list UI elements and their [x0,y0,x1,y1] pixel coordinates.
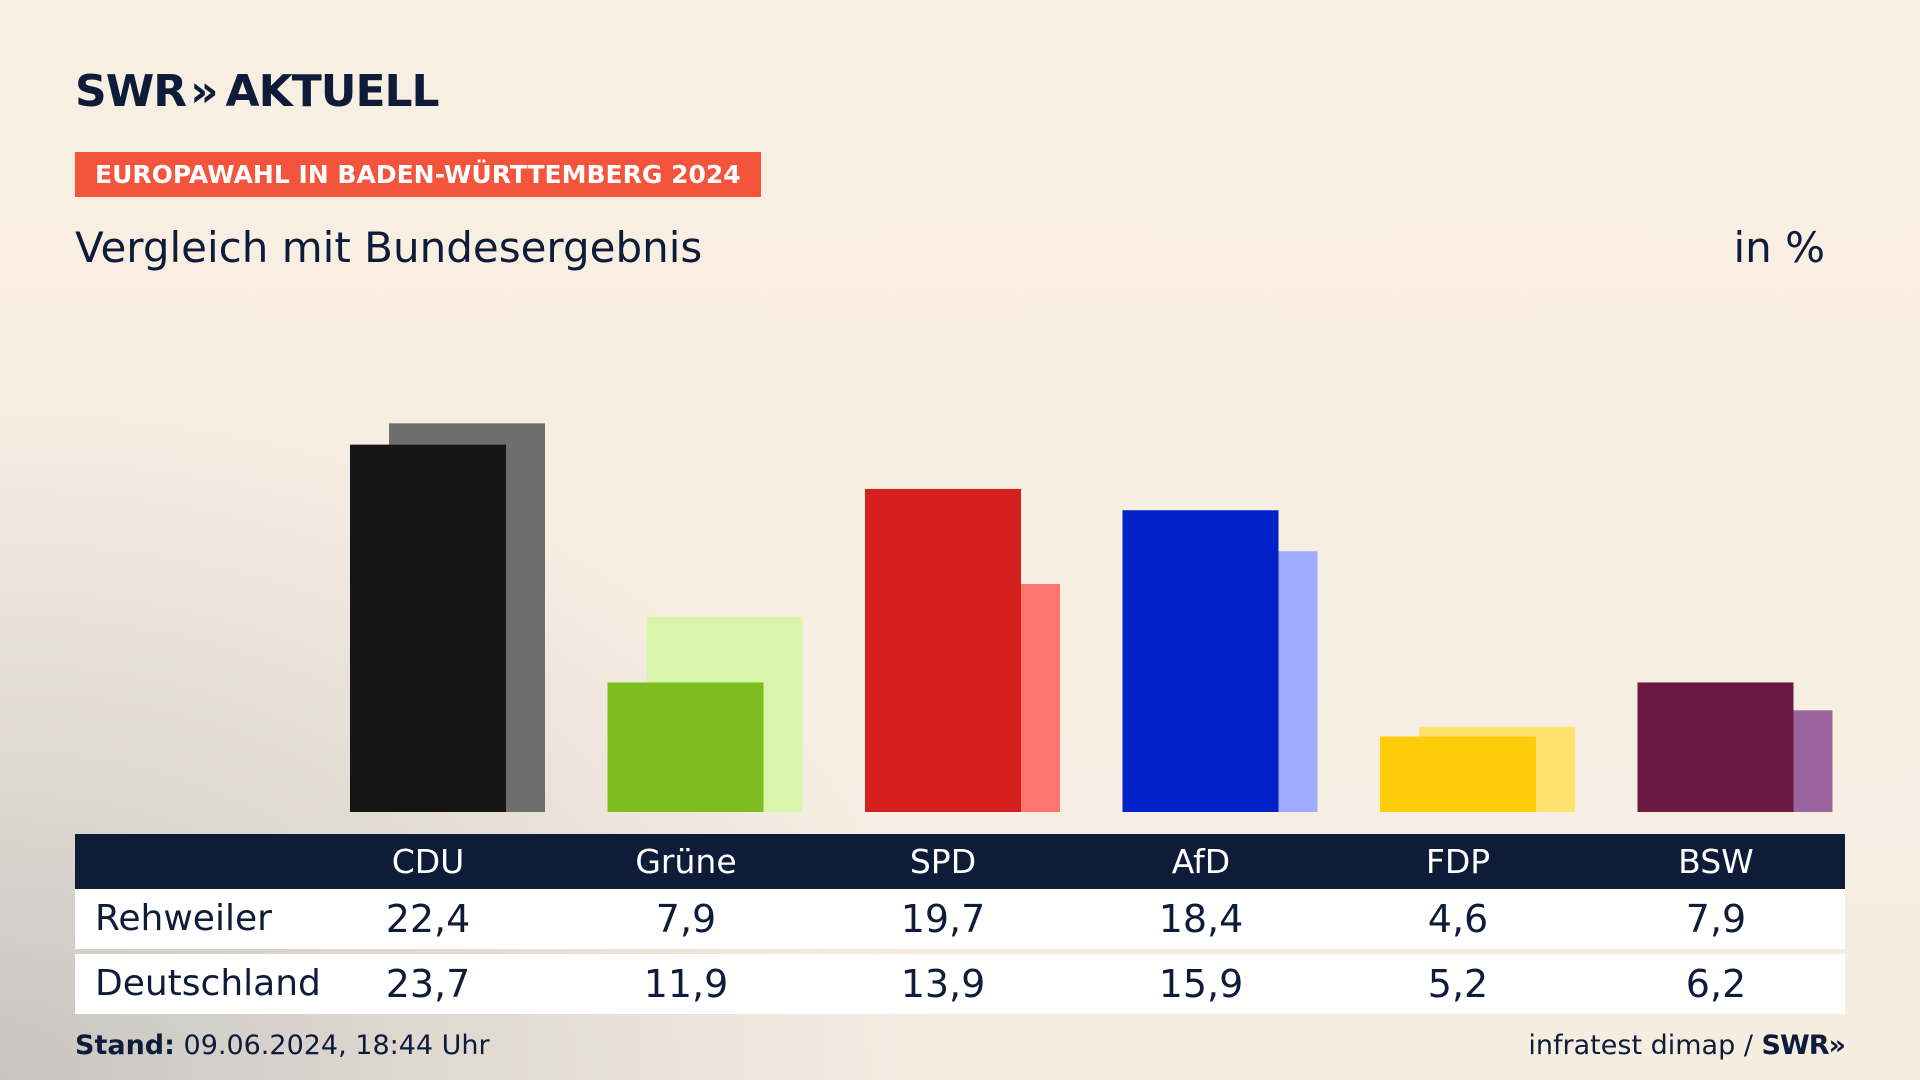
swr-small-logo: SWR» [1761,1030,1846,1061]
column-header-afd: AfD [1171,842,1231,881]
cell-rehweiler-afd: 18,4 [1158,897,1244,941]
column-header-spd: SPD [909,842,977,881]
cell-deutschland-cdu: 23,7 [385,962,471,1006]
source-credit: infratest dimap / SWR» [1528,1028,1846,1064]
cell-rehweiler-cdu: 22,4 [385,897,471,941]
table-row-deutschland: Deutschland 23,7 11,9 13,9 15,9 5,2 6,2 [75,954,1845,1014]
column-header-gruene: Grüne [635,842,737,881]
column-header-cdu: CDU [391,842,465,881]
cell-rehweiler-bsw: 7,9 [1685,897,1747,941]
chart-subtitle: Vergleich mit Bundesergebnis [75,223,703,272]
bar-rehweiler-cdu [350,444,506,812]
bar-rehweiler-fdp [1380,736,1536,812]
timestamp-label: Stand: [75,1030,175,1061]
results-table: CDU Grüne SPD AfD FDP BSW Rehweiler 22,4… [75,834,1845,1014]
cell-deutschland-fdp: 5,2 [1427,962,1489,1006]
row-label-rehweiler: Rehweiler [95,898,272,939]
bar-rehweiler-bsw [1637,682,1794,812]
column-header-fdp: FDP [1425,842,1491,881]
table-row-rehweiler: Rehweiler 22,4 7,9 19,7 18,4 4,6 7,9 [75,889,1845,949]
cell-deutschland-bsw: 6,2 [1685,962,1747,1006]
election-badge: EUROPAWAHL IN BADEN-WÜRTTEMBERG 2024 [75,152,761,197]
unit-label: in % [1733,223,1825,272]
logo-swr-text: SWR [75,66,187,117]
row-label-deutschland: Deutschland [95,963,321,1004]
bar-rehweiler-afd [1122,510,1279,812]
cell-rehweiler-spd: 19,7 [900,897,986,941]
source-text: infratest dimap / [1528,1030,1753,1061]
timestamp: Stand: 09.06.2024, 18:44 Uhr [75,1028,490,1064]
bar-rehweiler-spd [865,488,1021,812]
bar-rehweiler-gruene [607,682,764,812]
logo-chevron-icon: » [190,66,218,117]
column-header-bsw: BSW [1678,842,1754,881]
timestamp-value: 09.06.2024, 18:44 Uhr [183,1030,490,1061]
cell-deutschland-afd: 15,9 [1158,962,1244,1006]
cell-deutschland-gruene: 11,9 [643,962,729,1006]
cell-rehweiler-fdp: 4,6 [1427,897,1489,941]
logo-aktuell-text: AKTUELL [225,66,440,117]
cell-deutschland-spd: 13,9 [900,962,986,1006]
table-header-row: CDU Grüne SPD AfD FDP BSW [75,834,1845,889]
swr-aktuell-logo: SWR » AKTUELL [75,66,440,118]
cell-rehweiler-gruene: 7,9 [655,897,717,941]
